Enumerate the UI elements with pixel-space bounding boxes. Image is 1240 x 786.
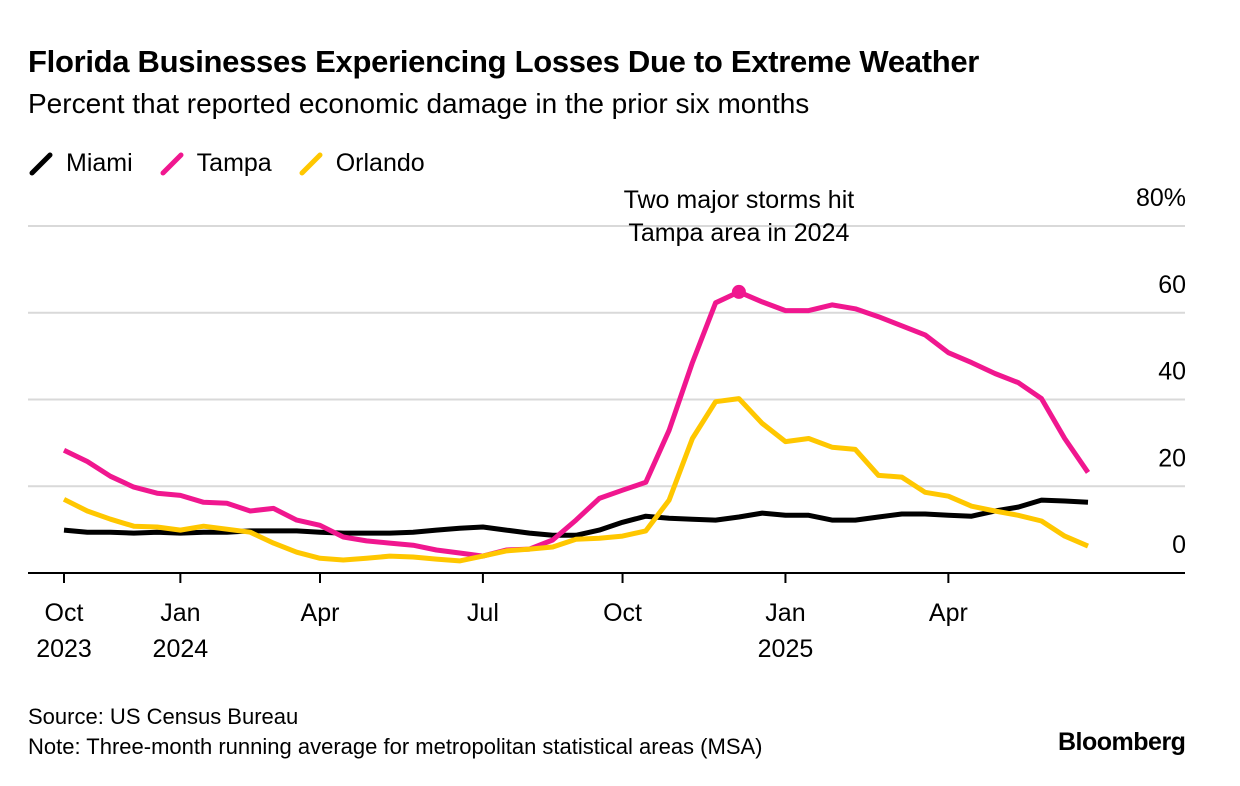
legend-item: Orlando (298, 148, 425, 178)
y-tick-label: 0 (1172, 531, 1186, 559)
legend-swatch (160, 152, 184, 176)
y-tick-label: 60 (1158, 271, 1186, 299)
x-tick-label: Apr (300, 599, 340, 627)
legend-swatch (299, 152, 323, 176)
chart-title: Florida Businesses Experiencing Losses D… (28, 44, 980, 79)
x-tick-label: Jan 2024 (152, 599, 209, 663)
chart-subtitle: Percent that reported economic damage in… (28, 88, 810, 119)
x-tick-label: Jan 2025 (757, 599, 814, 663)
note: Note: Three-month running average for me… (28, 734, 763, 759)
legend: Miami Tampa Orlando (28, 148, 451, 178)
x-tick-label: Oct (603, 599, 642, 627)
legend-label: Orlando (335, 148, 425, 177)
legend-item: Tampa (159, 148, 272, 178)
y-tick-label: 20 (1158, 444, 1186, 472)
annotation: Two major storms hit Tampa area in 2024 (623, 186, 855, 247)
source: Source: US Census Bureau (28, 704, 299, 729)
legend-label: Miami (66, 148, 133, 177)
x-tick-label: Jul (466, 599, 499, 627)
legend-swatch (29, 152, 53, 176)
line-series (62, 289, 1091, 559)
x-tick-label: Apr (928, 599, 968, 627)
legend-item: Miami (28, 148, 133, 178)
x-tick-label: Oct 2023 (36, 599, 92, 663)
legend-label: Tampa (196, 148, 272, 177)
y-tick-label: 40 (1158, 358, 1186, 386)
line-series (62, 396, 1089, 564)
annotation-dot (731, 284, 746, 299)
y-tick-label: 80% (1136, 184, 1186, 212)
brand: Bloomberg (1058, 728, 1186, 756)
